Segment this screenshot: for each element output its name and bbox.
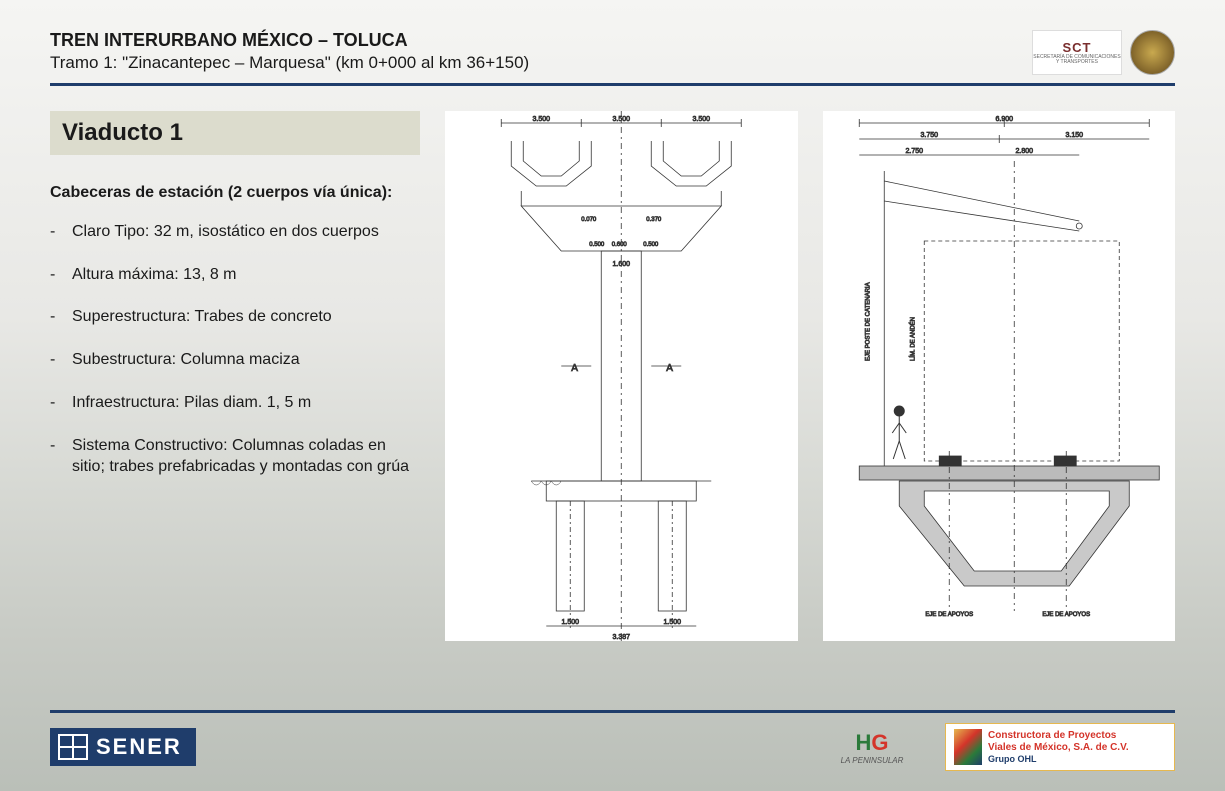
ohl-text: Constructora de Proyectos Viales de Méxi… xyxy=(988,730,1129,765)
list-item: -Altura máxima: 13, 8 m xyxy=(50,265,420,286)
peninsular-text: LA PENINSULAR xyxy=(841,756,904,765)
dim-label: 3.500 xyxy=(532,116,550,123)
ohl-swatch-icon xyxy=(954,729,982,765)
drawing-pier-elevation: 3.500 3.500 3.500 A A xyxy=(445,111,798,641)
spec-list: -Claro Tipo: 32 m, isostático en dos cue… xyxy=(50,222,420,478)
dim-label: 0.600 xyxy=(612,242,628,248)
drawings-column: 3.500 3.500 3.500 A A xyxy=(445,111,1175,641)
dim-label: 2.750 xyxy=(905,148,923,155)
spec-subtitle: Cabeceras de estación (2 cuerpos vía úni… xyxy=(50,183,420,204)
ohl-logo: Constructora de Proyectos Viales de Méxi… xyxy=(945,723,1175,771)
header-rule xyxy=(50,83,1175,86)
sener-text: SENER xyxy=(96,734,182,760)
spec-text: Subestructura: Columna maciza xyxy=(72,350,300,371)
mexico-seal-icon xyxy=(1130,30,1175,75)
dim-label: 6.900 xyxy=(995,116,1013,123)
peninsular-logo: HG LA PENINSULAR xyxy=(817,723,927,771)
list-item: -Infraestructura: Pilas diam. 1, 5 m xyxy=(50,393,420,414)
dim-label: 3.750 xyxy=(920,132,938,139)
sener-icon xyxy=(58,734,88,760)
footer: SENER HG LA PENINSULAR Constructora de P… xyxy=(50,710,1175,771)
header-logos: SCT SECRETARÍA DE COMUNICACIONES Y TRANS… xyxy=(1032,30,1175,75)
header-text: TREN INTERURBANO MÉXICO – TOLUCA Tramo 1… xyxy=(50,30,1032,73)
section-mark: A xyxy=(666,363,673,374)
spec-text: Infraestructura: Pilas diam. 1, 5 m xyxy=(72,393,311,414)
footer-right-logos: HG LA PENINSULAR Constructora de Proyect… xyxy=(817,723,1175,771)
ohl-line2: Viales de México, S.A. de C.V. xyxy=(988,742,1129,754)
list-item: -Subestructura: Columna maciza xyxy=(50,350,420,371)
sener-logo: SENER xyxy=(50,728,196,766)
spec-text: Superestructura: Trabes de concreto xyxy=(72,307,332,328)
list-item: -Sistema Constructivo: Columnas coladas … xyxy=(50,436,420,478)
dim-label: 0.500 xyxy=(589,242,605,248)
project-subtitle: Tramo 1: "Zinacantepec – Marquesa" (km 0… xyxy=(50,53,1032,73)
ohl-line1: Constructora de Proyectos xyxy=(988,730,1129,742)
slide: TREN INTERURBANO MÉXICO – TOLUCA Tramo 1… xyxy=(0,0,1225,791)
content-row: Viaducto 1 Cabeceras de estación (2 cuer… xyxy=(50,111,1175,641)
list-item: -Claro Tipo: 32 m, isostático en dos cue… xyxy=(50,222,420,243)
dim-label: 0.370 xyxy=(646,217,662,223)
spec-text: Claro Tipo: 32 m, isostático en dos cuer… xyxy=(72,222,379,243)
axis-label: EJE DE APOYOS xyxy=(1042,612,1090,618)
axis-label: EJE DE APOYOS xyxy=(925,612,973,618)
sct-logo-main: SCT xyxy=(1063,40,1092,55)
drawing-station-section: 6.900 3.750 3.150 2.750 2.800 xyxy=(823,111,1176,641)
section-title: Viaducto 1 xyxy=(62,119,408,147)
section-mark: A xyxy=(571,363,578,374)
ohl-sub: Grupo OHL xyxy=(988,754,1129,765)
dim-label: 1.500 xyxy=(561,619,579,626)
text-column: Viaducto 1 Cabeceras de estación (2 cuer… xyxy=(50,111,420,641)
sct-logo-sub: SECRETARÍA DE COMUNICACIONES Y TRANSPORT… xyxy=(1033,55,1121,65)
side-label: LÍM. DE ANDÉN xyxy=(909,317,916,361)
side-label: EJE POSTE DE CATENARIA xyxy=(865,282,871,361)
footer-logos: SENER HG LA PENINSULAR Constructora de P… xyxy=(50,723,1175,771)
dim-label: 1.500 xyxy=(663,619,681,626)
header: TREN INTERURBANO MÉXICO – TOLUCA Tramo 1… xyxy=(50,30,1175,75)
section-title-box: Viaducto 1 xyxy=(50,111,420,155)
sct-logo: SCT SECRETARÍA DE COMUNICACIONES Y TRANS… xyxy=(1032,30,1122,75)
dim-label: 3.150 xyxy=(1065,132,1083,139)
project-title: TREN INTERURBANO MÉXICO – TOLUCA xyxy=(50,30,1032,51)
dim-label: 3.500 xyxy=(692,116,710,123)
dim-label: 1.600 xyxy=(612,261,630,268)
peninsular-mark-icon: HG xyxy=(855,730,888,756)
dim-label: 2.800 xyxy=(1015,148,1033,155)
dim-label: 3.387 xyxy=(612,634,630,641)
dim-label: 0.070 xyxy=(581,217,597,223)
dim-label: 0.500 xyxy=(643,242,659,248)
spec-text: Sistema Constructivo: Columnas coladas e… xyxy=(72,436,420,478)
footer-rule xyxy=(50,710,1175,713)
list-item: -Superestructura: Trabes de concreto xyxy=(50,307,420,328)
spec-text: Altura máxima: 13, 8 m xyxy=(72,265,237,286)
